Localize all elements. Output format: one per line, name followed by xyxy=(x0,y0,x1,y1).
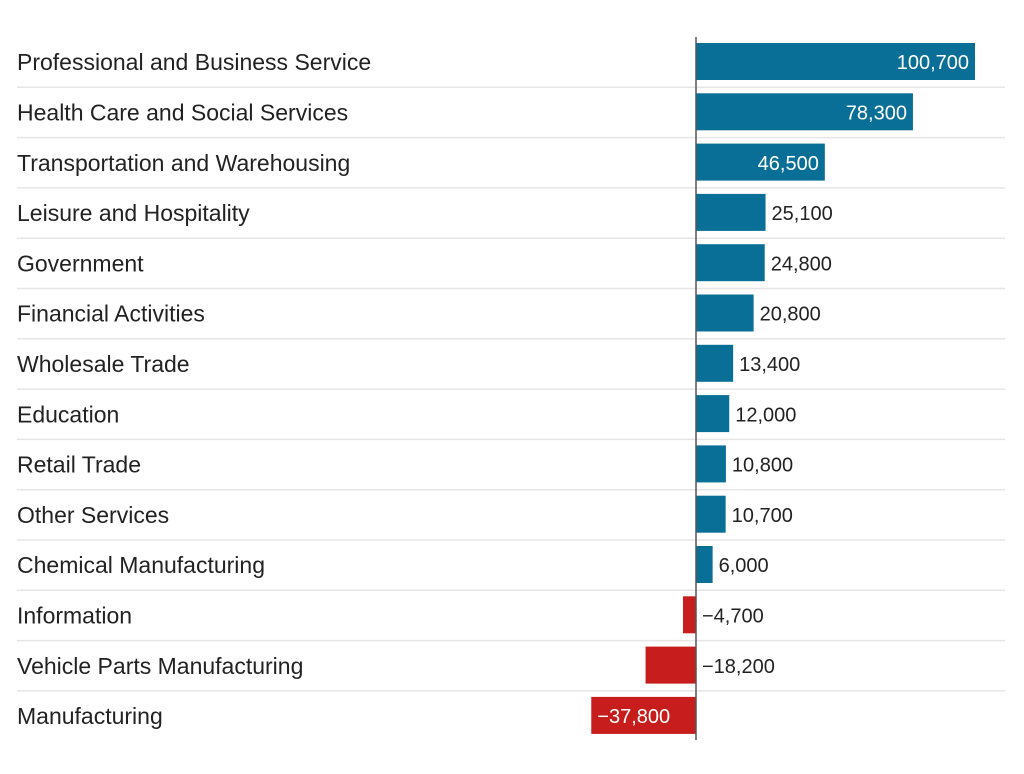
bar xyxy=(696,395,730,433)
value-label: −37,800 xyxy=(597,706,670,728)
value-label: 46,500 xyxy=(758,153,819,175)
value-label: −4,700 xyxy=(702,605,764,627)
category-label: Wholesale Trade xyxy=(17,351,190,377)
category-label: Information xyxy=(17,602,132,628)
bar xyxy=(696,344,734,382)
value-label: 78,300 xyxy=(846,102,907,124)
category-label: Transportation and Warehousing xyxy=(17,150,350,176)
category-label: Professional and Business Service xyxy=(17,49,371,75)
value-label: 13,400 xyxy=(739,354,800,376)
bar xyxy=(696,294,754,332)
bar xyxy=(696,43,975,80)
bar xyxy=(696,244,765,282)
value-label: −18,200 xyxy=(702,656,775,678)
category-label: Leisure and Hospitality xyxy=(17,200,250,226)
bar xyxy=(682,596,696,634)
category-label: Financial Activities xyxy=(17,301,205,327)
category-label: Retail Trade xyxy=(17,452,141,478)
category-label: Education xyxy=(17,401,119,427)
value-label: 10,800 xyxy=(732,455,793,477)
value-label: 24,800 xyxy=(771,253,832,275)
bar xyxy=(645,646,696,684)
category-label: Chemical Manufacturing xyxy=(17,552,265,578)
bar xyxy=(696,193,766,231)
value-label: 100,700 xyxy=(897,52,969,74)
value-label: 20,800 xyxy=(760,304,821,326)
bar xyxy=(696,495,726,533)
bar xyxy=(591,696,696,734)
category-label: Vehicle Parts Manufacturing xyxy=(17,653,303,679)
value-label: 10,700 xyxy=(732,505,793,527)
category-label: Other Services xyxy=(17,502,169,528)
bar xyxy=(696,546,713,583)
bar xyxy=(696,143,825,181)
bar xyxy=(696,445,726,483)
category-label: Government xyxy=(17,250,144,276)
bar xyxy=(696,93,913,131)
value-label: 12,000 xyxy=(735,404,796,426)
value-label: 6,000 xyxy=(719,555,769,577)
value-label: 25,100 xyxy=(772,203,833,225)
category-label: Health Care and Social Services xyxy=(17,99,348,125)
category-label: Manufacturing xyxy=(17,703,163,729)
